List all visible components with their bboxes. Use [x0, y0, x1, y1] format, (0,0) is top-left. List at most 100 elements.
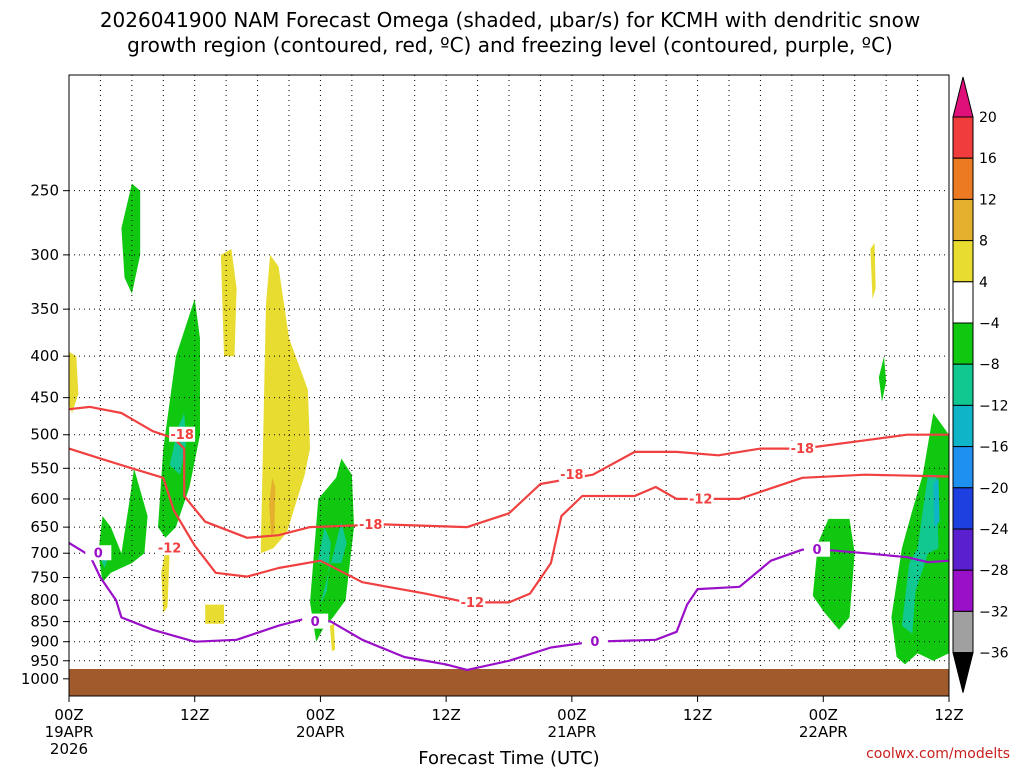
colorbar-label-5: −4 [979, 316, 1000, 332]
label-dgz-minus18-2-bg [357, 516, 384, 532]
label-dgz-minus18-2: -18 [359, 518, 383, 533]
omega-region-green-20apr [310, 458, 354, 642]
colorbar-swatch-2 [952, 198, 974, 242]
y-tick-label-950: 950 [30, 652, 59, 670]
colorbar-swatch-10 [952, 528, 974, 571]
colorbar-swatch-3 [952, 240, 974, 283]
y-tick-label-350: 350 [30, 300, 59, 318]
label-dgz-minus12-2: -12 [461, 596, 485, 611]
x-tick-label-7: 12Z [934, 706, 963, 724]
colorbar-label-6: −8 [979, 357, 1000, 373]
colorbar-label-12: −32 [979, 604, 1009, 620]
omega-region-yellow-15z [220, 249, 237, 357]
colorbar-swatch-1 [952, 157, 974, 200]
y-tick-label-550: 550 [30, 459, 59, 477]
colorbar-swatch-8 [952, 446, 974, 489]
x-tick-label-0: 00Z [54, 706, 83, 724]
colorbar-label-0: 20 [979, 110, 997, 126]
y-tick-label-1000: 1000 [21, 670, 59, 688]
colorbar-swatch-7 [952, 404, 974, 448]
colorbar-label-9: −20 [979, 481, 1009, 497]
omega-region-green-upper-early [121, 183, 141, 294]
y-tick-label-800: 800 [30, 591, 59, 609]
label-dgz-minus18-3-bg [558, 466, 585, 482]
chart-title-line1: 2026041900 NAM Forecast Omega (shaded, μ… [100, 8, 920, 32]
colorbar-label-10: −24 [979, 522, 1009, 538]
omega-region-orange-18z-core [269, 477, 276, 536]
label-dgz-minus12-1-bg [156, 540, 183, 556]
colorbar-label-3: 8 [979, 234, 988, 250]
label-dgz-minus18-1-bg [169, 426, 196, 442]
y-tick-label-650: 650 [30, 518, 59, 536]
contour-labels: -18 -18 -18 -18 -12 -12 -12 0 0 0 0 [85, 426, 830, 650]
colorbar: 20 16 12 8 4 −4 −8 −12 −16 −20 −24 −28 −32 −36 [952, 76, 1009, 693]
plot-frame [68, 74, 950, 697]
x-date-label-0: 19APR [45, 723, 94, 741]
label-dgz-minus12-2-bg [459, 594, 486, 610]
label-freezing-3-bg [581, 633, 608, 649]
omega-region-yellow-left-edge [69, 351, 79, 413]
label-dgz-minus18-4: -18 [791, 442, 815, 457]
omega-region-teal-20apr [317, 521, 347, 605]
ground-surface-band [69, 669, 949, 696]
label-dgz-minus18-1: -18 [170, 428, 194, 443]
colorbar-label-11: −28 [979, 563, 1009, 579]
x-tick-label-4: 00Z [557, 706, 586, 724]
omega-region-yellow-22apr-top [870, 242, 876, 299]
x-tick-label-1: 12Z [180, 706, 209, 724]
colorbar-swatch-9 [952, 487, 974, 530]
y-tick-label-500: 500 [30, 426, 59, 444]
omega-region-yellow-small-850 [205, 604, 224, 624]
x-tick-label-6: 00Z [809, 706, 838, 724]
colorbar-swatch-0 [952, 116, 974, 159]
chart-title-line2: growth region (contoured, red, ºC) and f… [127, 33, 893, 57]
x-tick-label-5: 12Z [683, 706, 712, 724]
colorbar-swatch-11 [952, 569, 974, 612]
colorbar-label-2: 12 [979, 192, 997, 208]
grid [69, 75, 949, 696]
y-tick-label-600: 600 [30, 490, 59, 508]
label-dgz-minus12-3: -12 [689, 492, 713, 507]
y-tick-label-900: 900 [30, 633, 59, 651]
label-dgz-minus12-3-bg [687, 490, 714, 506]
label-freezing-4-bg [804, 541, 830, 557]
x-tick-label-3: 12Z [431, 706, 460, 724]
y-axis: 250 300 350 400 450 500 550 600 650 700 750 800 850 9… [21, 182, 69, 688]
colorbar-bottom-arrow [952, 652, 974, 693]
x-date-label-6: 22APR [799, 723, 848, 741]
omega-region-blue-22apr-core [933, 477, 940, 528]
x-axis-title: Forecast Time (UTC) [418, 748, 599, 768]
label-freezing-4: 0 [812, 543, 821, 558]
label-freezing-2-bg [302, 613, 329, 629]
omega-region-green-22apr-bits [878, 356, 887, 402]
colorbar-swatch-12 [952, 610, 974, 654]
x-date-label-2: 20APR [296, 723, 345, 741]
x-date-label-4: 21APR [547, 723, 596, 741]
colorbar-swatch-4 [952, 281, 974, 324]
label-dgz-minus12-1: -12 [158, 542, 182, 557]
colorbar-top-arrow [952, 76, 974, 118]
omega-region-teal-22apr-right [901, 474, 939, 634]
label-freezing-1-bg [85, 545, 112, 561]
label-dgz-minus18-3: -18 [560, 468, 584, 483]
x-year-label-0: 2026 [50, 740, 88, 758]
omega-region-green-tower-12z [158, 298, 200, 538]
colorbar-label-7: −12 [979, 398, 1009, 414]
credit-text: coolwx.com/modelts [866, 746, 1010, 762]
omega-region-yellow-20apr-low [329, 623, 336, 652]
y-tick-label-450: 450 [30, 389, 59, 407]
colorbar-label-4: 4 [979, 275, 988, 291]
colorbar-label-8: −16 [979, 440, 1009, 456]
y-tick-label-400: 400 [30, 347, 59, 365]
colorbar-swatch-5 [952, 322, 974, 365]
colorbar-label-1: 16 [979, 151, 997, 167]
y-tick-label-700: 700 [30, 544, 59, 562]
y-tick-label-850: 850 [30, 613, 59, 631]
y-tick-label-250: 250 [30, 182, 59, 200]
colorbar-swatch-6 [952, 363, 974, 406]
colorbar-label-13: −36 [979, 646, 1009, 662]
label-freezing-1: 0 [94, 547, 103, 562]
label-freezing-3: 0 [590, 635, 599, 650]
